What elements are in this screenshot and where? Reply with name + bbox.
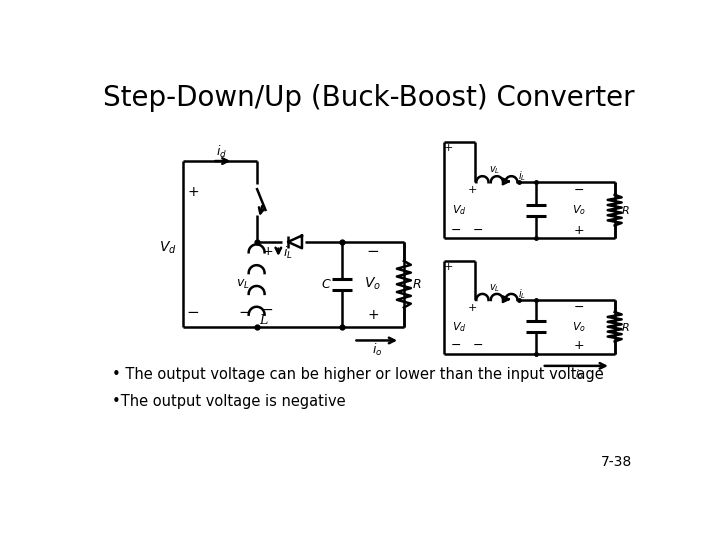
Text: $V_d$: $V_d$ bbox=[158, 239, 176, 256]
Text: $i_d$: $i_d$ bbox=[216, 144, 228, 160]
Text: −: − bbox=[472, 224, 482, 237]
Text: $R$: $R$ bbox=[621, 204, 630, 216]
Text: −: − bbox=[261, 302, 274, 316]
Text: $C$: $C$ bbox=[321, 278, 332, 291]
Text: +: + bbox=[444, 143, 453, 153]
Text: −: − bbox=[366, 244, 379, 259]
Text: $i_L$: $i_L$ bbox=[283, 245, 292, 261]
Text: $v_L$: $v_L$ bbox=[489, 282, 500, 294]
Text: $i_o$: $i_o$ bbox=[372, 342, 382, 357]
Text: $R$: $R$ bbox=[412, 278, 421, 291]
Text: +: + bbox=[467, 302, 477, 313]
Text: $v_L$: $v_L$ bbox=[489, 164, 500, 176]
Text: +: + bbox=[574, 339, 585, 353]
Text: $i_o$: $i_o$ bbox=[575, 367, 583, 381]
Text: +: + bbox=[444, 262, 453, 272]
Text: $V_o$: $V_o$ bbox=[572, 203, 586, 217]
Text: +: + bbox=[367, 308, 379, 322]
Text: +: + bbox=[467, 185, 477, 195]
Text: −: − bbox=[574, 301, 584, 314]
Text: 7-38: 7-38 bbox=[601, 455, 632, 469]
Text: $V_o$: $V_o$ bbox=[364, 276, 382, 293]
Text: −: − bbox=[574, 184, 584, 197]
Text: Step-Down/Up (Buck-Boost) Converter: Step-Down/Up (Buck-Boost) Converter bbox=[103, 84, 635, 112]
Text: L: L bbox=[258, 314, 267, 327]
Text: −: − bbox=[238, 305, 251, 320]
Text: −: − bbox=[472, 339, 482, 353]
Text: −: − bbox=[451, 224, 461, 237]
Text: +: + bbox=[187, 185, 199, 199]
Text: −: − bbox=[186, 305, 199, 320]
Text: • The output voltage can be higher or lower than the input voltage: • The output voltage can be higher or lo… bbox=[112, 367, 603, 382]
Text: •The output voltage is negative: •The output voltage is negative bbox=[112, 394, 346, 409]
Text: +: + bbox=[263, 245, 274, 258]
Text: $V_d$: $V_d$ bbox=[452, 320, 467, 334]
Text: −: − bbox=[451, 339, 461, 353]
Text: $i_L$: $i_L$ bbox=[518, 169, 526, 183]
Text: $v_L$: $v_L$ bbox=[236, 278, 250, 291]
Text: $R$: $R$ bbox=[621, 321, 630, 333]
Text: +: + bbox=[574, 224, 585, 237]
Text: $i_L$: $i_L$ bbox=[518, 287, 526, 301]
Text: $V_o$: $V_o$ bbox=[572, 320, 586, 334]
Text: $V_d$: $V_d$ bbox=[452, 203, 467, 217]
